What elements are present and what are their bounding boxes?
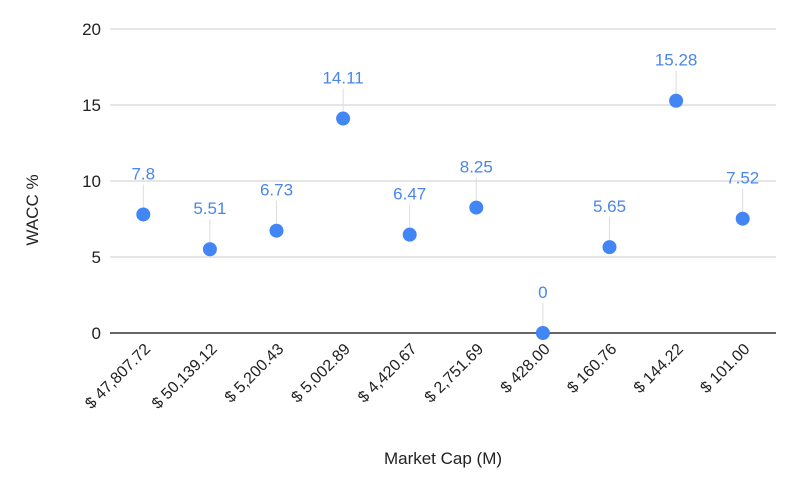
data-label: 5.65	[593, 197, 626, 216]
y-tick-label: 15	[82, 96, 101, 115]
data-label: 7.8	[131, 164, 155, 183]
x-tick-label: $ 428.00	[498, 341, 554, 397]
data-label: 6.47	[393, 185, 426, 204]
y-tick-label: 5	[92, 248, 101, 267]
data-point[interactable]	[602, 240, 617, 255]
x-tick-label: $ 144.22	[631, 341, 687, 397]
data-label: 0	[538, 283, 547, 302]
y-tick-label: 10	[82, 172, 101, 191]
x-tick-label: $ 4,420.67	[355, 341, 421, 407]
data-point[interactable]	[469, 200, 484, 215]
data-label: 15.28	[655, 51, 698, 70]
y-tick-label: 0	[92, 324, 101, 343]
x-axis-title: Market Cap (M)	[384, 449, 502, 468]
data-label: 14.11	[322, 69, 363, 88]
gridlines	[110, 28, 776, 334]
data-point[interactable]	[336, 111, 351, 126]
x-tick-label: $ 5,200.43	[222, 341, 288, 407]
y-axis-title: WACC %	[23, 174, 42, 245]
data-label: 5.51	[193, 199, 226, 218]
data-point[interactable]	[669, 93, 684, 108]
data-label: 6.73	[260, 181, 293, 200]
data-point[interactable]	[269, 223, 284, 238]
data-point[interactable]	[136, 207, 151, 222]
data-label: 7.52	[726, 169, 759, 188]
data-point[interactable]	[202, 242, 217, 257]
y-axis-ticks: 0 5 10 15 20	[82, 20, 101, 343]
x-tick-label: $ 50,139.12	[149, 341, 221, 413]
x-tick-label: $ 101.00	[697, 341, 753, 397]
x-tick-label: $ 47,807.72	[82, 341, 154, 413]
x-tick-label: $ 5,002.89	[288, 341, 354, 407]
data-point[interactable]	[735, 211, 750, 226]
data-label: 8.25	[460, 158, 493, 177]
x-axis-ticks: $ 47,807.72$ 50,139.12 $ 5,200.43 $ 5,002.…	[82, 341, 753, 413]
x-tick-label: $ 2,751.69	[422, 341, 488, 407]
x-tick-label: $ 160.76	[564, 341, 620, 397]
y-tick-label: 20	[82, 20, 101, 39]
data-point[interactable]	[402, 227, 417, 242]
data-points: 7.8 5.51 6.73 14.11 6.47 8.25 0 5.65 15.28 7.52	[131, 51, 759, 340]
data-point[interactable]	[535, 326, 550, 340]
